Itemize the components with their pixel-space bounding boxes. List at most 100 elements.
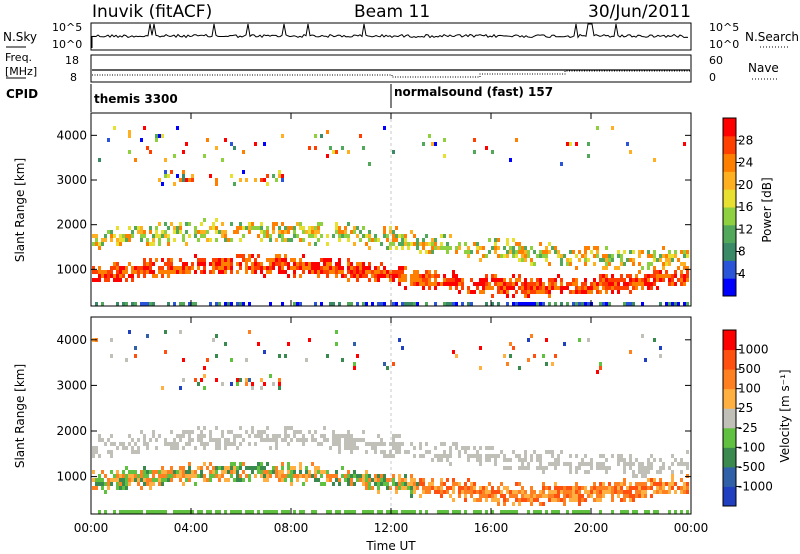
heatmap-cell [506,250,509,254]
heatmap-cell [128,470,131,474]
heatmap-cell [686,270,689,274]
heatmap-cell [530,302,533,306]
heatmap-cell [650,254,653,258]
heatmap-cell [179,270,182,274]
heatmap-cell [554,282,557,286]
heatmap-cell [554,246,557,250]
heatmap-cell [650,454,653,458]
heatmap-cell [656,490,659,494]
heatmap-cell [539,278,542,282]
heatmap-cell [629,278,632,282]
heatmap-cell [521,258,524,262]
heatmap-cell [332,482,335,486]
heatmap-cell [251,382,254,386]
heatmap-cell [608,258,611,262]
heatmap-cell [443,138,446,142]
heatmap-cell [575,466,578,470]
heatmap-cell [338,510,341,514]
heatmap-cell [149,510,152,514]
heatmap-cell [215,262,218,266]
heatmap-cell [608,302,611,306]
heatmap-cell [353,474,356,478]
heatmap-cell [641,466,644,470]
heatmap-cell [143,482,146,486]
heatmap-cell [110,470,113,474]
heatmap-cell [146,242,149,246]
heatmap-cell [329,258,332,262]
heatmap-cell [368,486,371,490]
heatmap-cell [590,286,593,290]
heatmap-cell [125,238,128,242]
heatmap-cell [599,274,602,278]
heatmap-cell [455,510,458,514]
heatmap-cell [524,466,527,470]
heatmap-cell [659,258,662,262]
heatmap-cell [263,178,266,182]
heatmap-cell [428,286,431,290]
heatmap-cell [554,354,557,358]
heatmap-cell [287,262,290,266]
heatmap-cell [254,226,257,230]
heatmap-cell [527,250,530,254]
cpid-label: CPID [6,87,38,101]
heatmap-cell [143,274,146,278]
heatmap-cell [623,282,626,286]
heatmap-cell [542,470,545,474]
heatmap-cell [317,274,320,278]
heatmap-cell [401,278,404,282]
heatmap-cell [311,234,314,238]
heatmap-cell [371,510,374,514]
heatmap-cell [539,282,542,286]
heatmap-cell [281,466,284,470]
heatmap-cell [95,302,98,306]
heatmap-cell [449,486,452,490]
heatmap-cell [119,274,122,278]
heatmap-cell [338,258,341,262]
heatmap-cell [641,490,644,494]
heatmap-cell [620,454,623,458]
heatmap-cell [200,258,203,262]
heatmap-cell [119,474,122,478]
heatmap-cell [644,358,647,362]
heatmap-cell [383,230,386,234]
heatmap-cell [212,270,215,274]
heatmap-cell [302,482,305,486]
heatmap-cell [404,286,407,290]
heatmap-cell [308,270,311,274]
heatmap-cell [626,486,629,490]
heatmap-cell [275,222,278,226]
heatmap-cell [620,482,623,486]
heatmap-cell [554,498,557,502]
heatmap-cell [194,226,197,230]
heatmap-cell [272,230,275,234]
heatmap-cell [257,254,260,258]
heatmap-cell [443,302,446,306]
heatmap-cell [677,462,680,466]
heatmap-cell [164,158,167,162]
heatmap-cell [326,470,329,474]
heatmap-cell [362,478,365,482]
heatmap-cell [356,302,359,306]
heatmap-cell [287,462,290,466]
heatmap-cell [125,478,128,482]
heatmap-cell [185,474,188,478]
power-colorbar-label: Power [dB] [760,177,774,242]
heatmap-cell [416,482,419,486]
heatmap-cell [641,334,644,338]
heatmap-cell [422,246,425,250]
heatmap-cell [344,438,347,442]
heatmap-cell [143,234,146,238]
heatmap-cell [398,482,401,486]
heatmap-cell [371,446,374,450]
heatmap-cell [455,274,458,278]
heatmap-cell [245,226,248,230]
heatmap-cell [335,274,338,278]
heatmap-cell [512,494,515,498]
heatmap-cell [128,150,131,154]
heatmap-cell [362,234,365,238]
heatmap-cell [323,258,326,262]
heatmap-cell [173,438,176,442]
heatmap-cell [422,282,425,286]
heatmap-cell [170,474,173,478]
